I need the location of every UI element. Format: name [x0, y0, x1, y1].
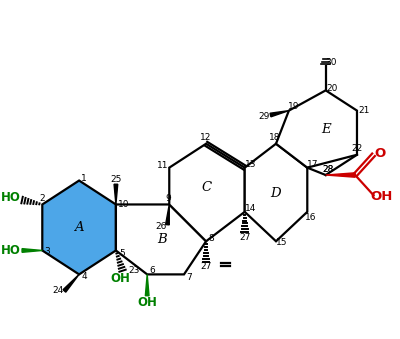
Text: 5: 5 [119, 249, 125, 258]
Polygon shape [145, 274, 149, 296]
Polygon shape [245, 144, 307, 241]
Polygon shape [169, 144, 245, 241]
Text: 26: 26 [155, 222, 166, 231]
Text: 14: 14 [245, 204, 256, 213]
Text: 10: 10 [118, 200, 129, 209]
Text: 19: 19 [288, 102, 300, 111]
Text: 8: 8 [209, 234, 214, 243]
Text: 28: 28 [322, 165, 334, 174]
Polygon shape [166, 204, 169, 225]
Polygon shape [270, 111, 289, 117]
Text: 2: 2 [40, 195, 45, 203]
Text: HO: HO [1, 191, 21, 204]
Text: D: D [271, 187, 281, 200]
Text: 23: 23 [128, 266, 140, 275]
Text: 17: 17 [308, 160, 319, 169]
Text: OH: OH [137, 296, 157, 309]
Polygon shape [116, 204, 206, 274]
Text: 20: 20 [326, 84, 337, 93]
Text: 1: 1 [81, 174, 87, 183]
Text: 16: 16 [304, 213, 316, 222]
Text: OH: OH [370, 190, 393, 203]
Polygon shape [276, 91, 357, 168]
Text: E: E [321, 122, 330, 136]
Text: O: O [374, 147, 386, 160]
Text: 6: 6 [150, 266, 155, 275]
Text: 25: 25 [110, 175, 122, 184]
Text: B: B [157, 233, 167, 246]
Text: OH: OH [111, 272, 131, 285]
Text: 30: 30 [325, 58, 336, 67]
Text: 27: 27 [239, 233, 250, 242]
Text: 29: 29 [258, 112, 270, 121]
Text: 27: 27 [200, 262, 212, 271]
Polygon shape [42, 181, 116, 274]
Text: 9: 9 [165, 195, 171, 203]
Text: 18: 18 [269, 133, 280, 142]
Polygon shape [114, 184, 118, 204]
Text: 7: 7 [187, 273, 192, 282]
Text: 15: 15 [276, 238, 288, 247]
Text: 22: 22 [351, 144, 363, 153]
Text: 3: 3 [44, 247, 50, 256]
Polygon shape [22, 248, 42, 252]
Text: 21: 21 [358, 106, 369, 115]
Text: HO: HO [1, 244, 21, 257]
Polygon shape [63, 274, 79, 292]
Text: A: A [74, 221, 84, 234]
Text: 11: 11 [157, 161, 168, 170]
Text: 24: 24 [52, 286, 63, 296]
Text: 13: 13 [245, 160, 256, 169]
Polygon shape [326, 173, 355, 177]
Text: 12: 12 [200, 133, 212, 142]
Text: 28: 28 [322, 165, 334, 174]
Text: 4: 4 [82, 272, 87, 281]
Text: C: C [201, 181, 211, 194]
